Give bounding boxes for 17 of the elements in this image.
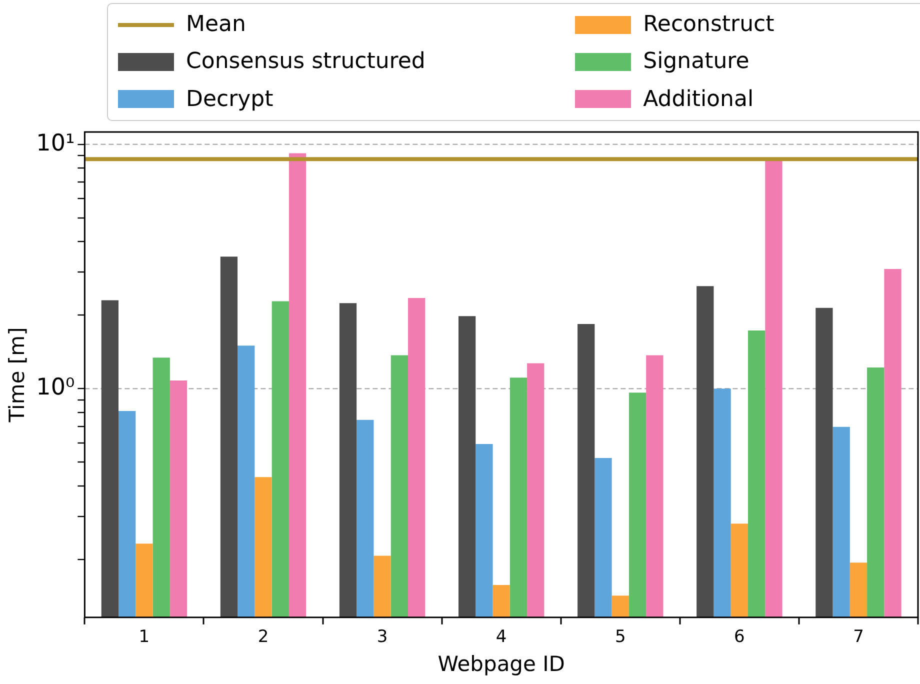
legend-label: Reconstruct	[643, 12, 774, 38]
x-tick-label: 7	[853, 627, 864, 648]
y-axis-title: Time [m]	[5, 327, 30, 424]
x-tick-label: 4	[496, 627, 507, 648]
legend-label: Additional	[643, 86, 754, 112]
x-axis-title: Webpage ID	[438, 652, 565, 676]
legend-label: Consensus structured	[186, 49, 426, 74]
legend-label: Mean	[186, 12, 246, 38]
y-tick-label: 10⁰	[36, 374, 75, 401]
x-tick-label: 3	[376, 627, 388, 648]
legend-label: Decrypt	[186, 86, 274, 112]
x-tick-label: 5	[614, 627, 626, 648]
legend-label: Signature	[643, 49, 750, 74]
x-tick-label: 6	[734, 627, 745, 648]
y-tick-label: 10¹	[36, 130, 75, 156]
x-tick-label: 2	[258, 627, 269, 648]
x-tick-label: 1	[138, 627, 150, 648]
